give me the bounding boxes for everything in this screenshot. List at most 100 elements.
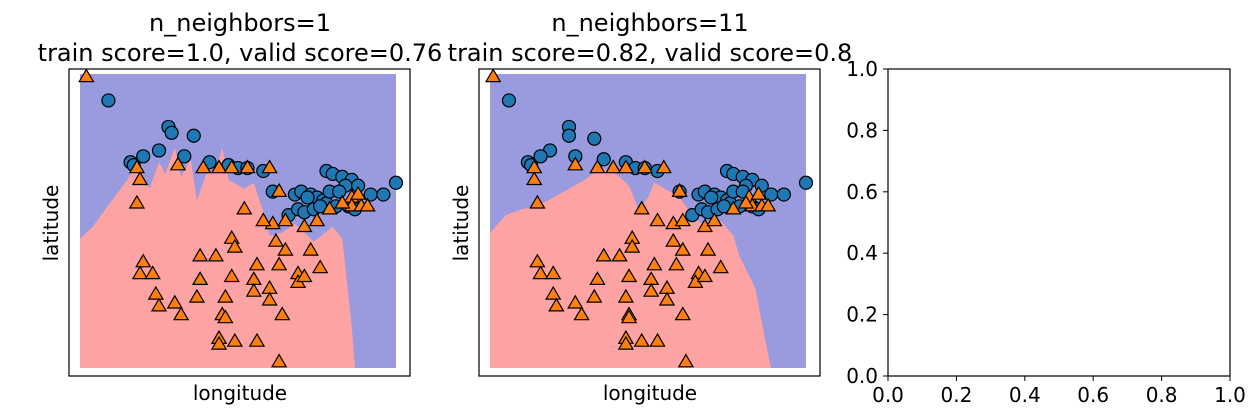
- class1-point: [586, 288, 603, 303]
- class1-point: [617, 288, 635, 303]
- class0-point: [136, 149, 151, 164]
- class1-point: [696, 268, 714, 283]
- class1-point: [674, 241, 691, 256]
- class1-point: [147, 285, 165, 300]
- class1-point: [191, 271, 209, 285]
- class1-point: [567, 294, 584, 309]
- class1-point: [248, 256, 266, 271]
- class1-point: [725, 200, 742, 215]
- class1-point: [128, 159, 146, 174]
- subplot-1-title-line1: n_neighbors=1: [149, 9, 331, 37]
- subplot-2-decision-regions: [490, 74, 806, 368]
- xtick-label: 0.6: [1077, 383, 1109, 407]
- class1-point: [611, 247, 628, 262]
- class1-point: [642, 282, 660, 297]
- class1-point: [210, 335, 228, 350]
- class1-point: [674, 212, 691, 227]
- class0-point: [501, 93, 517, 108]
- class1-point: [223, 159, 240, 174]
- class1-point: [677, 353, 695, 368]
- class1-point: [296, 268, 313, 283]
- class1-point: [706, 212, 723, 227]
- class0-point: [561, 128, 577, 143]
- class1-point: [567, 156, 584, 171]
- class1-point: [302, 241, 319, 256]
- subplot-1-frame: [68, 68, 411, 377]
- ytick-label: 0.2: [846, 303, 878, 327]
- class1-point: [633, 332, 650, 347]
- class1-point: [595, 247, 612, 262]
- class1-point: [699, 241, 717, 256]
- class1-point: [321, 200, 338, 215]
- class0-point: [533, 149, 548, 164]
- class0-point: [596, 152, 611, 167]
- subplot-2-title-line2: train score=0.82, valid score=0.8: [448, 39, 853, 67]
- class0-point: [300, 190, 315, 205]
- class1-point: [207, 247, 225, 262]
- ytick-label: 0.8: [846, 118, 878, 142]
- class1-point: [255, 212, 272, 227]
- class1-point: [144, 265, 161, 280]
- class0-point: [798, 175, 814, 190]
- class1-point: [131, 265, 149, 280]
- class1-point: [532, 265, 549, 280]
- class1-point: [239, 159, 256, 174]
- class1-point: [267, 232, 285, 247]
- class1-point: [191, 247, 209, 262]
- class1-point: [245, 282, 262, 297]
- class0-point: [186, 128, 201, 143]
- class1-point: [548, 297, 565, 312]
- class0-point: [101, 93, 116, 108]
- class1-point: [636, 159, 654, 174]
- class1-point: [649, 332, 666, 347]
- ytick-label: 1.0: [846, 57, 878, 81]
- class1-point: [128, 194, 146, 209]
- class0-point: [388, 175, 404, 190]
- subplot-2: n_neighbors=11 train score=0.82, valid s…: [448, 9, 853, 405]
- class1-point: [529, 194, 546, 209]
- subplot-1-points: [78, 68, 404, 368]
- xtick-label: 0.4: [1009, 383, 1041, 407]
- class1-point: [210, 159, 228, 174]
- class0-point: [363, 187, 378, 202]
- class1-point: [223, 268, 240, 283]
- class1-point: [620, 309, 638, 324]
- subplot-1-ylabel: latitude: [39, 185, 63, 262]
- class1-point: [166, 294, 183, 309]
- class1-point: [633, 200, 650, 215]
- class1-point: [311, 259, 329, 274]
- class1-point: [169, 156, 187, 171]
- class0-point: [164, 125, 179, 140]
- ytick-label: 0.4: [846, 241, 878, 265]
- xtick-label: 0.8: [1146, 383, 1178, 407]
- class1-point: [484, 68, 502, 83]
- class0-point: [776, 187, 791, 202]
- subplot-1: n_neighbors=1 train score=1.0, valid sco…: [38, 9, 443, 405]
- xtick-label: 0.0: [872, 383, 904, 407]
- class1-point: [261, 291, 278, 306]
- class1-point: [589, 271, 606, 285]
- class1-point: [359, 197, 376, 212]
- class1-point: [217, 309, 234, 324]
- class1-point: [349, 185, 367, 200]
- class1-point: [589, 159, 606, 174]
- class1-point: [308, 212, 326, 227]
- ytick-label: 0.0: [846, 364, 878, 388]
- subplot-1-xlabel: longitude: [193, 381, 287, 405]
- subplot-2-ylabel: latitude: [449, 185, 473, 262]
- class0-region: [490, 74, 806, 368]
- subplot-3-ticks: 0.0 0.2 0.4 0.6 0.8 1.0 0.0 0.2 0.4 0.6 0.8 1.0: [846, 57, 1246, 407]
- class1-point: [737, 194, 755, 209]
- class1-point: [759, 197, 777, 212]
- subplot-2-title-line1: n_neighbors=11: [551, 9, 748, 37]
- class1-point: [668, 256, 685, 271]
- class1-point: [617, 335, 635, 350]
- class1-point: [646, 256, 663, 271]
- subplot-3: 0.0 0.2 0.4 0.6 0.8 1.0 0.0 0.2 0.4 0.6 0.8 1.0: [846, 57, 1246, 407]
- class0-point: [332, 184, 347, 199]
- class1-point: [655, 159, 672, 174]
- class1-point: [674, 306, 691, 321]
- subplot-1-title-line2: train score=1.0, valid score=0.76: [38, 39, 443, 67]
- class1-point: [78, 68, 95, 83]
